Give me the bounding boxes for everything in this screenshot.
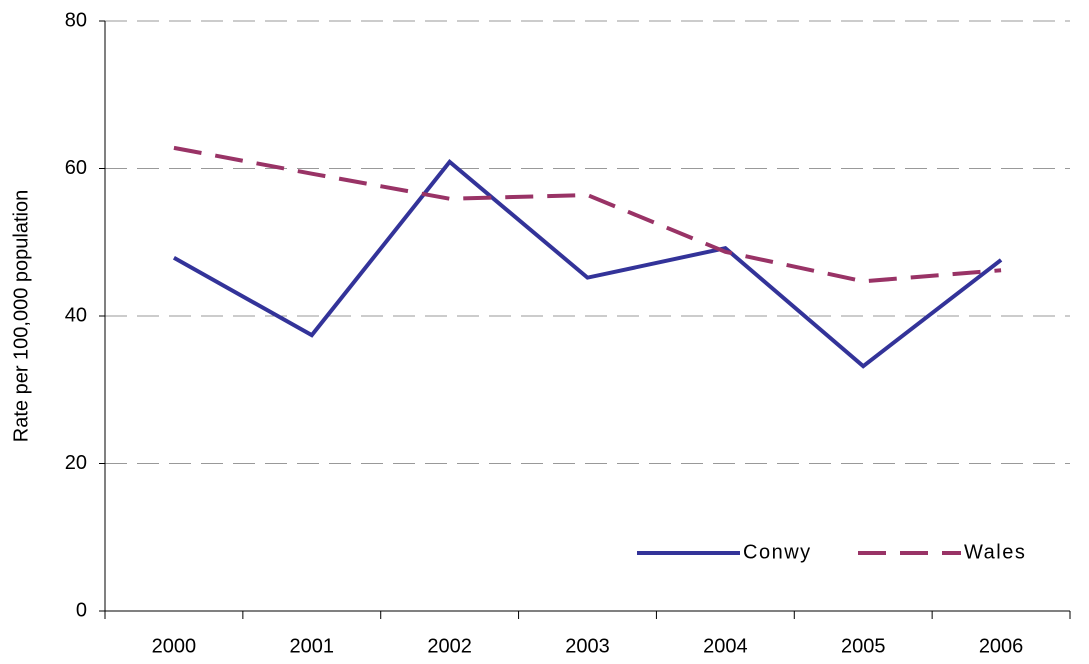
legend-label: Conwy: [743, 541, 812, 563]
x-tick-label: 2003: [565, 635, 610, 657]
x-tick-label: 2002: [427, 635, 472, 657]
y-tick-label: 60: [65, 157, 87, 179]
x-tick-label: 2005: [841, 635, 886, 657]
y-tick-label: 80: [65, 9, 87, 31]
x-tick-label: 2001: [290, 635, 335, 657]
legend-label: Wales: [964, 541, 1026, 563]
y-tick-label: 0: [76, 599, 87, 621]
x-tick-label: 2000: [152, 635, 197, 657]
series-line: [173, 145, 1002, 284]
y-tick-label: 40: [65, 304, 87, 326]
y-tick-label: 20: [65, 452, 87, 474]
x-tick-label: 2004: [703, 635, 748, 657]
series-line: [172, 159, 1003, 369]
x-tick-label: 2006: [979, 635, 1024, 657]
y-axis-label: Rate per 100,000 population: [10, 190, 32, 442]
